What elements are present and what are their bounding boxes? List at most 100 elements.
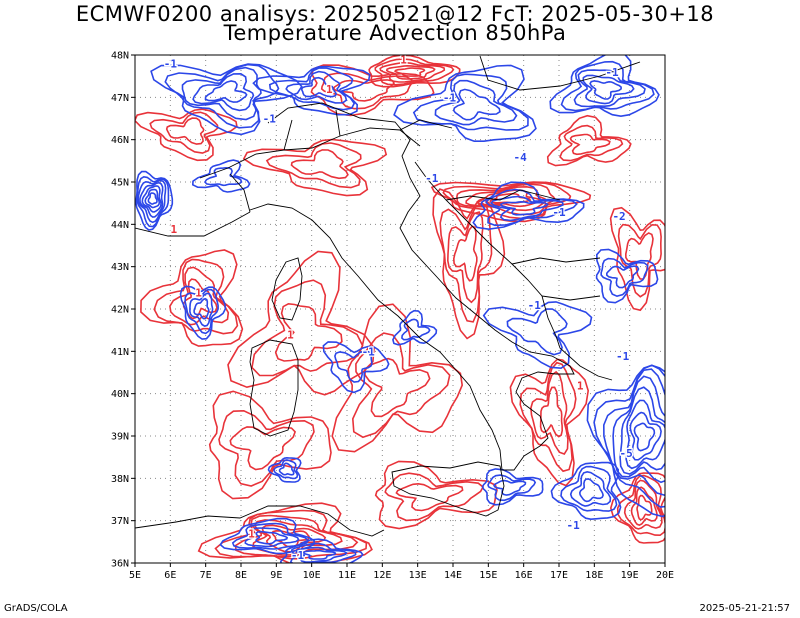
contour-label: -1	[291, 549, 305, 562]
x-tick-label: 14E	[444, 570, 462, 581]
coastlines-and-borders	[135, 55, 641, 537]
contour-line	[446, 211, 484, 304]
footer-timestamp: 2025-05-21-21:57	[699, 603, 790, 614]
contour-line	[539, 386, 564, 438]
contour-line	[549, 55, 660, 118]
contour-label: -1	[528, 299, 542, 312]
contour-line	[265, 142, 362, 189]
contour-line	[550, 461, 622, 521]
contour-line	[141, 185, 162, 213]
y-tick-label: 38N	[111, 474, 129, 485]
contour-line	[595, 248, 659, 304]
contour-label: -1	[443, 92, 457, 105]
contour-line	[214, 509, 368, 560]
contour-line	[300, 76, 338, 98]
contour-line	[616, 474, 665, 537]
contour-line	[499, 200, 549, 216]
contour-label: 1	[195, 286, 202, 299]
x-tick-label: 15E	[479, 570, 497, 581]
contour-label: -1	[164, 58, 178, 71]
contour-line	[139, 181, 164, 218]
contour-line	[485, 188, 578, 227]
contour-line	[612, 375, 665, 484]
contour-line	[487, 474, 537, 502]
contour-line	[569, 133, 611, 156]
contour-line	[374, 460, 498, 530]
contour-line	[384, 472, 485, 522]
contour-line	[322, 341, 390, 394]
contour-label: -1	[362, 346, 376, 359]
contour-line	[482, 301, 593, 370]
contour-line	[164, 63, 280, 129]
contour-label: -1	[425, 172, 439, 185]
contour-label: 1	[326, 83, 333, 96]
coast-balkans	[414, 161, 613, 381]
contour-line	[231, 522, 310, 550]
contour-line	[302, 549, 337, 560]
x-tick-label: 6E	[164, 570, 176, 581]
contour-line	[393, 64, 537, 142]
contour-line	[606, 265, 640, 289]
contour-line	[334, 350, 373, 383]
contour-line	[560, 60, 655, 112]
contour-line	[229, 426, 297, 471]
y-tick-label: 39N	[111, 432, 129, 443]
contour-line	[629, 411, 662, 461]
contour-line	[181, 66, 262, 121]
contour-line	[219, 517, 316, 555]
contour-line	[197, 502, 373, 563]
x-tick-label: 16E	[515, 570, 533, 581]
border-alps	[199, 55, 641, 301]
x-tick-label: 7E	[200, 570, 212, 581]
contour-line	[273, 459, 299, 480]
contour-line	[452, 88, 501, 121]
x-tick-label: 17E	[550, 570, 568, 581]
contour-line	[351, 332, 451, 439]
contour-line	[267, 456, 302, 483]
x-tick-label: 19E	[621, 570, 639, 581]
coast-sardinia	[249, 339, 299, 437]
contour-line	[573, 69, 646, 108]
contour-line	[208, 390, 332, 500]
y-tick-label: 40N	[111, 389, 129, 400]
contour-line	[218, 409, 315, 487]
contour-label: -2	[612, 210, 625, 223]
contour-line	[609, 472, 665, 544]
contour-line	[392, 309, 438, 346]
contour-line	[589, 80, 622, 100]
contour-line	[279, 538, 364, 563]
cold-advection-contours	[135, 55, 665, 563]
contour-line	[251, 279, 364, 377]
contour-label: -1	[605, 66, 619, 79]
contour-line	[530, 370, 569, 455]
contour-line	[278, 462, 295, 476]
contour-label: -1	[263, 113, 277, 126]
contour-line	[600, 257, 649, 298]
contour-label: -5	[620, 447, 633, 460]
x-tick-label: 10E	[303, 570, 321, 581]
contour-labels: -1 -1 1 1 -1 -1 -1 -4 -1 -2 1 1 1 -1 -1 -1 -5 1 -1 1 -1	[162, 55, 634, 563]
contour-line	[268, 67, 356, 111]
y-tick-label: 48N	[111, 51, 129, 62]
coast-france	[135, 211, 251, 237]
contour-line	[285, 70, 348, 104]
x-tick-label: 12E	[373, 570, 391, 581]
y-tick-label: 45N	[111, 178, 129, 189]
contour-line	[633, 422, 656, 452]
contour-line	[569, 470, 612, 507]
contour-line	[165, 117, 205, 145]
contour-line	[184, 288, 219, 335]
contour-line	[519, 361, 577, 473]
axes: 5E 6E 7E 8E 9E 10E 11E 12E 13E 14E 15E 16E 17E 18E 19E…	[111, 51, 674, 582]
contour-line	[144, 188, 161, 209]
contour-line	[295, 546, 348, 563]
contour-label: 1	[248, 528, 255, 541]
contour-line	[578, 478, 604, 503]
contour-line	[179, 285, 227, 340]
contour-line	[192, 72, 255, 112]
contour-line	[368, 55, 461, 88]
contour-line	[310, 64, 435, 117]
contour-line	[560, 465, 618, 512]
chart-title: ECMWF0200 analisys: 20250521@12 FcT: 202…	[75, 2, 715, 26]
contour-line	[149, 111, 219, 154]
